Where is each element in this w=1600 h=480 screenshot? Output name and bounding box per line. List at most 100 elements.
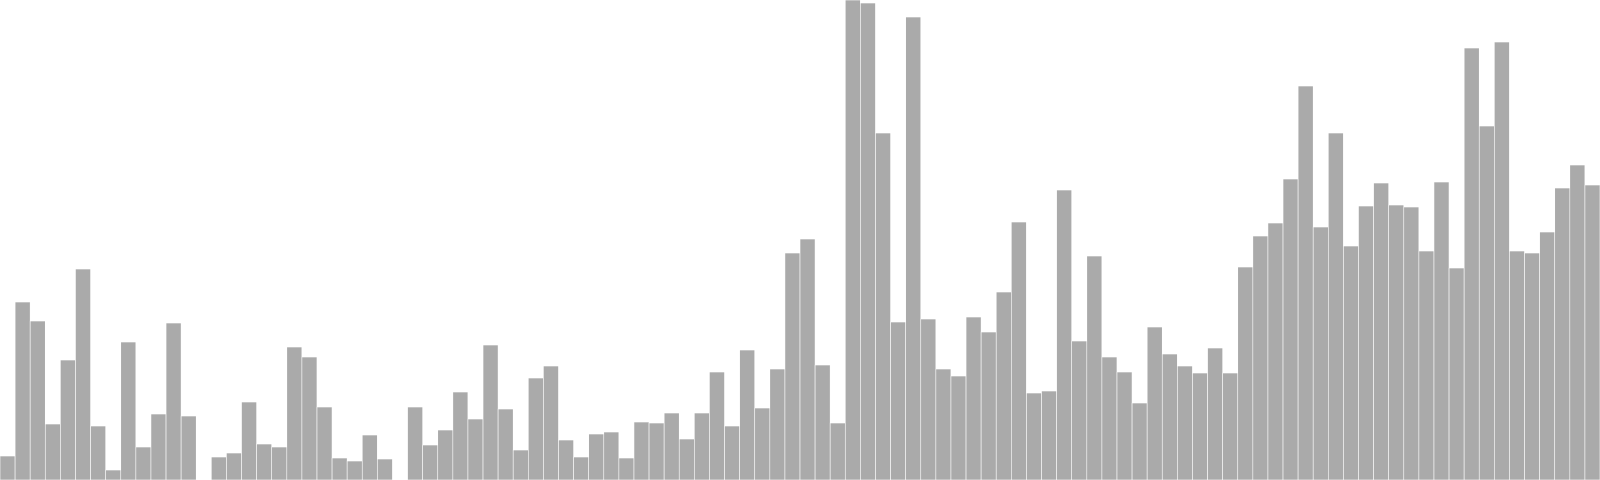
bar-7 xyxy=(105,469,122,480)
bar-92 xyxy=(1388,204,1405,480)
bar-66 xyxy=(995,291,1012,480)
bar-16 xyxy=(241,401,257,480)
bar-68 xyxy=(1026,392,1042,480)
bar-90 xyxy=(1358,205,1374,480)
bar-43 xyxy=(648,422,665,480)
bar-34 xyxy=(512,449,529,480)
bar-32 xyxy=(482,344,499,480)
bar-0 xyxy=(0,455,16,480)
bar-31 xyxy=(467,418,484,480)
bar-25 xyxy=(377,458,393,480)
bar-22 xyxy=(331,457,348,480)
bar-40 xyxy=(603,431,620,480)
bar-53 xyxy=(799,238,816,480)
bar-69 xyxy=(1041,390,1057,480)
bar-100 xyxy=(1509,250,1525,480)
bar-55 xyxy=(829,422,846,480)
bar-85 xyxy=(1282,178,1299,480)
bar-74 xyxy=(1116,371,1133,480)
bar-11 xyxy=(165,322,182,480)
bar-56 xyxy=(844,0,861,480)
bar-71 xyxy=(1071,340,1088,480)
bar-41 xyxy=(618,457,635,480)
bar-94 xyxy=(1418,250,1435,480)
bar-50 xyxy=(754,407,771,480)
bar-54 xyxy=(814,364,831,480)
bar-80 xyxy=(1207,347,1223,480)
bar-24 xyxy=(361,434,378,480)
bar-101 xyxy=(1524,252,1540,480)
bar-37 xyxy=(558,439,574,480)
bar-18 xyxy=(271,446,288,480)
bar-60 xyxy=(905,16,922,480)
bar-104 xyxy=(1569,164,1586,480)
bar-2 xyxy=(29,320,46,480)
bar-49 xyxy=(739,349,756,480)
bar-82 xyxy=(1237,266,1254,480)
bar-65 xyxy=(980,331,997,480)
bar-79 xyxy=(1192,372,1208,480)
bar-52 xyxy=(784,252,801,480)
bar-59 xyxy=(890,321,906,480)
bar-70 xyxy=(1056,189,1072,480)
bar-83 xyxy=(1252,235,1269,480)
bar-73 xyxy=(1101,356,1118,480)
bar-33 xyxy=(497,408,514,480)
bar-29 xyxy=(437,429,454,480)
bar-4 xyxy=(60,359,76,480)
bar-93 xyxy=(1403,206,1420,480)
bar-48 xyxy=(724,425,740,480)
bar-28 xyxy=(422,444,439,480)
bar-35 xyxy=(527,377,544,480)
bar-96 xyxy=(1448,267,1465,480)
bar-61 xyxy=(920,318,937,480)
bar-97 xyxy=(1463,47,1480,480)
bar-91 xyxy=(1373,182,1389,480)
bar-72 xyxy=(1086,255,1103,480)
bar-63 xyxy=(950,375,967,480)
bar-88 xyxy=(1328,132,1344,480)
bar-103 xyxy=(1554,187,1571,480)
bar-51 xyxy=(769,368,786,480)
bar-86 xyxy=(1297,85,1314,480)
bar-77 xyxy=(1161,353,1178,480)
bar-3 xyxy=(44,423,61,480)
bar-21 xyxy=(316,406,333,480)
bar-5 xyxy=(75,268,91,480)
bar-9 xyxy=(135,446,152,480)
bar-12 xyxy=(180,415,197,480)
bar-78 xyxy=(1177,365,1193,480)
bar-89 xyxy=(1343,245,1359,480)
bar-6 xyxy=(90,425,106,480)
bar-99 xyxy=(1494,41,1510,480)
bar-19 xyxy=(286,346,303,480)
bar-20 xyxy=(301,356,318,480)
bar-23 xyxy=(346,460,363,480)
bar-14 xyxy=(211,456,227,480)
bar-1 xyxy=(14,301,31,480)
bar-58 xyxy=(875,132,891,480)
bar-98 xyxy=(1478,125,1495,480)
bar-46 xyxy=(694,412,710,480)
bar-15 xyxy=(226,452,242,480)
bar-87 xyxy=(1312,226,1329,480)
bar-10 xyxy=(150,413,167,480)
bar-105 xyxy=(1584,184,1600,480)
bar-8 xyxy=(120,341,137,480)
bar-57 xyxy=(860,2,876,480)
bar-75 xyxy=(1131,402,1148,480)
bar-62 xyxy=(935,368,952,480)
bar-76 xyxy=(1146,326,1163,480)
bar-84 xyxy=(1267,222,1284,480)
bar-39 xyxy=(588,433,605,480)
bar-17 xyxy=(256,443,272,480)
bar-30 xyxy=(452,391,469,480)
bar-44 xyxy=(663,412,680,480)
bar-45 xyxy=(678,438,695,480)
bar-81 xyxy=(1222,372,1239,480)
bar-95 xyxy=(1433,181,1450,480)
bar-67 xyxy=(1011,221,1027,480)
bar-27 xyxy=(407,406,423,480)
